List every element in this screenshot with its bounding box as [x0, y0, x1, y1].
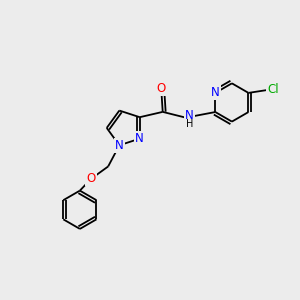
- Text: Cl: Cl: [267, 83, 279, 97]
- Text: N: N: [135, 132, 144, 145]
- Text: N: N: [211, 86, 220, 99]
- Text: N: N: [115, 139, 124, 152]
- Text: O: O: [86, 172, 96, 185]
- Text: H: H: [185, 119, 193, 129]
- Text: O: O: [157, 82, 166, 95]
- Text: N: N: [185, 109, 194, 122]
